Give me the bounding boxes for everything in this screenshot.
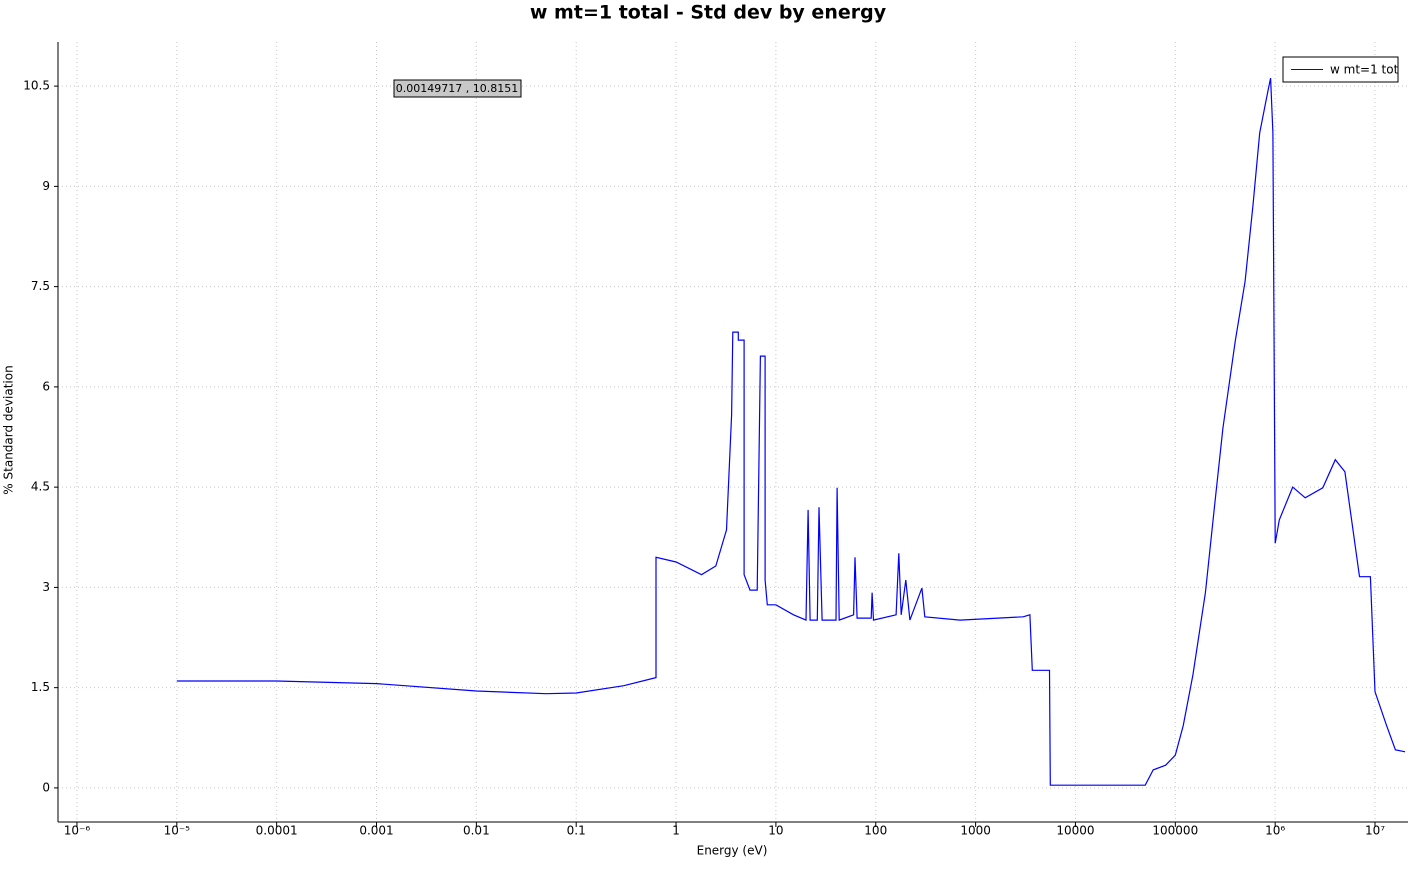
- x-tick-label: 0.001: [359, 824, 393, 838]
- x-tick-label: 10⁻⁵: [164, 824, 191, 838]
- x-tick-label: 0.0001: [256, 824, 298, 838]
- y-axis-title: % Standard deviation: [2, 365, 16, 494]
- chart-title: w mt=1 total - Std dev by energy: [530, 2, 887, 24]
- y-tick-label: 4.5: [31, 480, 50, 494]
- x-tick-label: 0.01: [463, 824, 490, 838]
- data-line: [176, 77, 1406, 786]
- plot-area: 0 1.5 3 4.5 6 7.5 9 10.5 10⁻⁶ 10⁻⁵ 0.0001 0.001 0.01…: [23, 42, 1408, 838]
- legend: w mt=1 tot: [1282, 56, 1399, 83]
- y-tick-label: 1.5: [31, 680, 50, 694]
- x-tick-label: 10⁶: [1265, 824, 1285, 838]
- annotation-box: [393, 79, 522, 98]
- annotation: 0.00149717 , 10.8151: [396, 82, 518, 95]
- y-tick-label: 0: [42, 780, 50, 794]
- x-tick-label: 1000: [960, 824, 991, 838]
- legend-label: w mt=1 tot: [1330, 63, 1399, 77]
- y-tick-label: 6: [42, 379, 50, 393]
- y-tick-label: 3: [42, 580, 50, 594]
- x-tick-label: 100000: [1152, 824, 1198, 838]
- x-tick-label: 0.1: [567, 824, 586, 838]
- x-tick-label: 100: [864, 824, 887, 838]
- y-tick-label: 9: [42, 179, 50, 193]
- x-tick-label: 10000: [1056, 824, 1094, 838]
- x-tick-label: 1: [672, 824, 680, 838]
- x-tick-label: 10⁻⁶: [64, 824, 91, 838]
- y-tick-label: 10.5: [23, 79, 50, 93]
- y-tick-label: 7.5: [31, 279, 50, 293]
- x-tick-label: 10: [768, 824, 783, 838]
- x-tick-label: 10⁷: [1365, 824, 1385, 838]
- x-axis-title: Energy (eV): [697, 844, 768, 858]
